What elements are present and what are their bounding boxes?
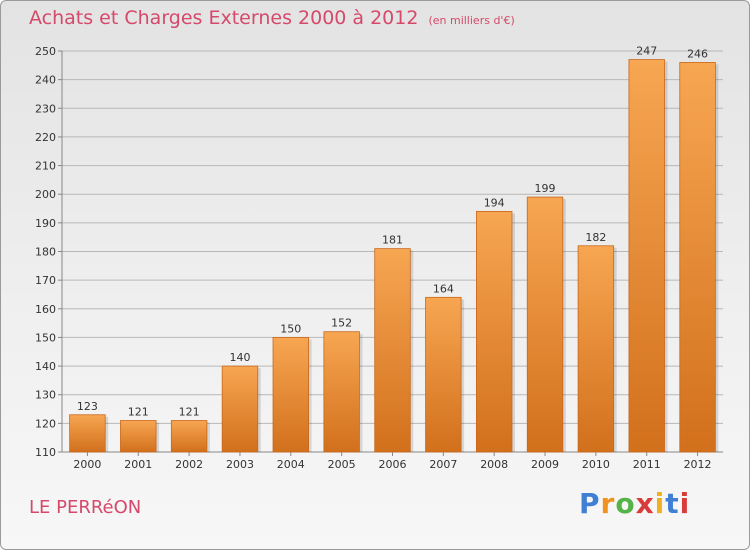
bar-2008 [475,210,513,453]
y-tick-label: 160 [35,303,56,316]
x-tick-label: 2007 [429,458,457,471]
bars [69,59,719,453]
logo-letter: o [615,487,636,520]
labels: 110 120 130 140 150 160 170 180 190 200 210 220 230 2… [35,45,712,471]
x-tick-label: 2001 [124,458,152,471]
bar-2004 [272,337,310,453]
y-tick-label: 120 [35,417,56,430]
value-label: 123 [77,400,98,413]
value-label: 152 [331,317,352,330]
chart-unit: (en milliers d'€) [428,14,515,27]
y-tick-label: 200 [35,188,56,201]
x-tick-label: 2008 [480,458,508,471]
bar-2012 [679,62,716,453]
value-label: 246 [687,47,708,60]
value-label: 182 [585,231,606,244]
bar-2000 [69,414,106,453]
logo-letter: P [579,487,601,520]
y-tick-label: 170 [35,274,56,287]
y-tick-label: 240 [35,74,56,87]
value-label: 194 [484,196,505,209]
bar-2007 [425,296,462,453]
x-tick-label: 2003 [226,458,254,471]
bar-2003 [221,365,259,453]
logo-letter: i [679,487,691,520]
value-label: 164 [433,282,454,295]
x-tick-label: 2002 [175,458,203,471]
x-tick-label: 2012 [684,458,712,471]
y-tick-label: 130 [35,389,56,402]
chart-title-text: Achats et Charges Externes 2000 à 2012 [29,7,419,29]
value-label: 121 [128,405,149,418]
commune-name: LE PERRéON [29,497,142,518]
x-tick-label: 2010 [582,458,610,471]
proxiti-logo: Proxiti [579,487,690,520]
x-tick-label: 2006 [379,458,407,471]
bar-2006 [374,248,411,453]
bar-2001 [120,420,157,453]
value-label: 140 [229,351,250,364]
y-tick-label: 210 [35,160,56,173]
y-tick-label: 190 [35,217,56,230]
x-tick-label: 2005 [328,458,356,471]
y-tick-label: 110 [35,446,56,459]
bar-2002 [170,420,208,453]
logo-letter: i [654,487,666,520]
logo-letter: t [665,487,680,520]
logo-letter: x [635,487,655,520]
y-tick-label: 250 [35,45,56,58]
value-label: 150 [280,322,301,335]
x-tick-label: 2004 [277,458,305,471]
chart-title: Achats et Charges Externes 2000 à 2012 (e… [29,7,515,29]
bar-2011 [628,59,665,453]
logo-letter: r [600,487,616,520]
y-tick-label: 180 [35,246,56,259]
value-label: 247 [636,45,657,58]
y-tick-label: 220 [35,131,56,144]
bar-2009 [526,196,564,453]
value-label: 181 [382,234,403,247]
x-tick-label: 2009 [531,458,559,471]
y-tick-label: 150 [35,331,56,344]
x-tick-label: 2000 [73,458,101,471]
value-label: 121 [179,405,200,418]
x-tick-label: 2011 [633,458,661,471]
y-tick-label: 230 [35,102,56,115]
bar-2005 [323,331,360,453]
value-label: 199 [535,182,556,195]
bar-2010 [577,245,615,453]
y-tick-label: 140 [35,360,56,373]
